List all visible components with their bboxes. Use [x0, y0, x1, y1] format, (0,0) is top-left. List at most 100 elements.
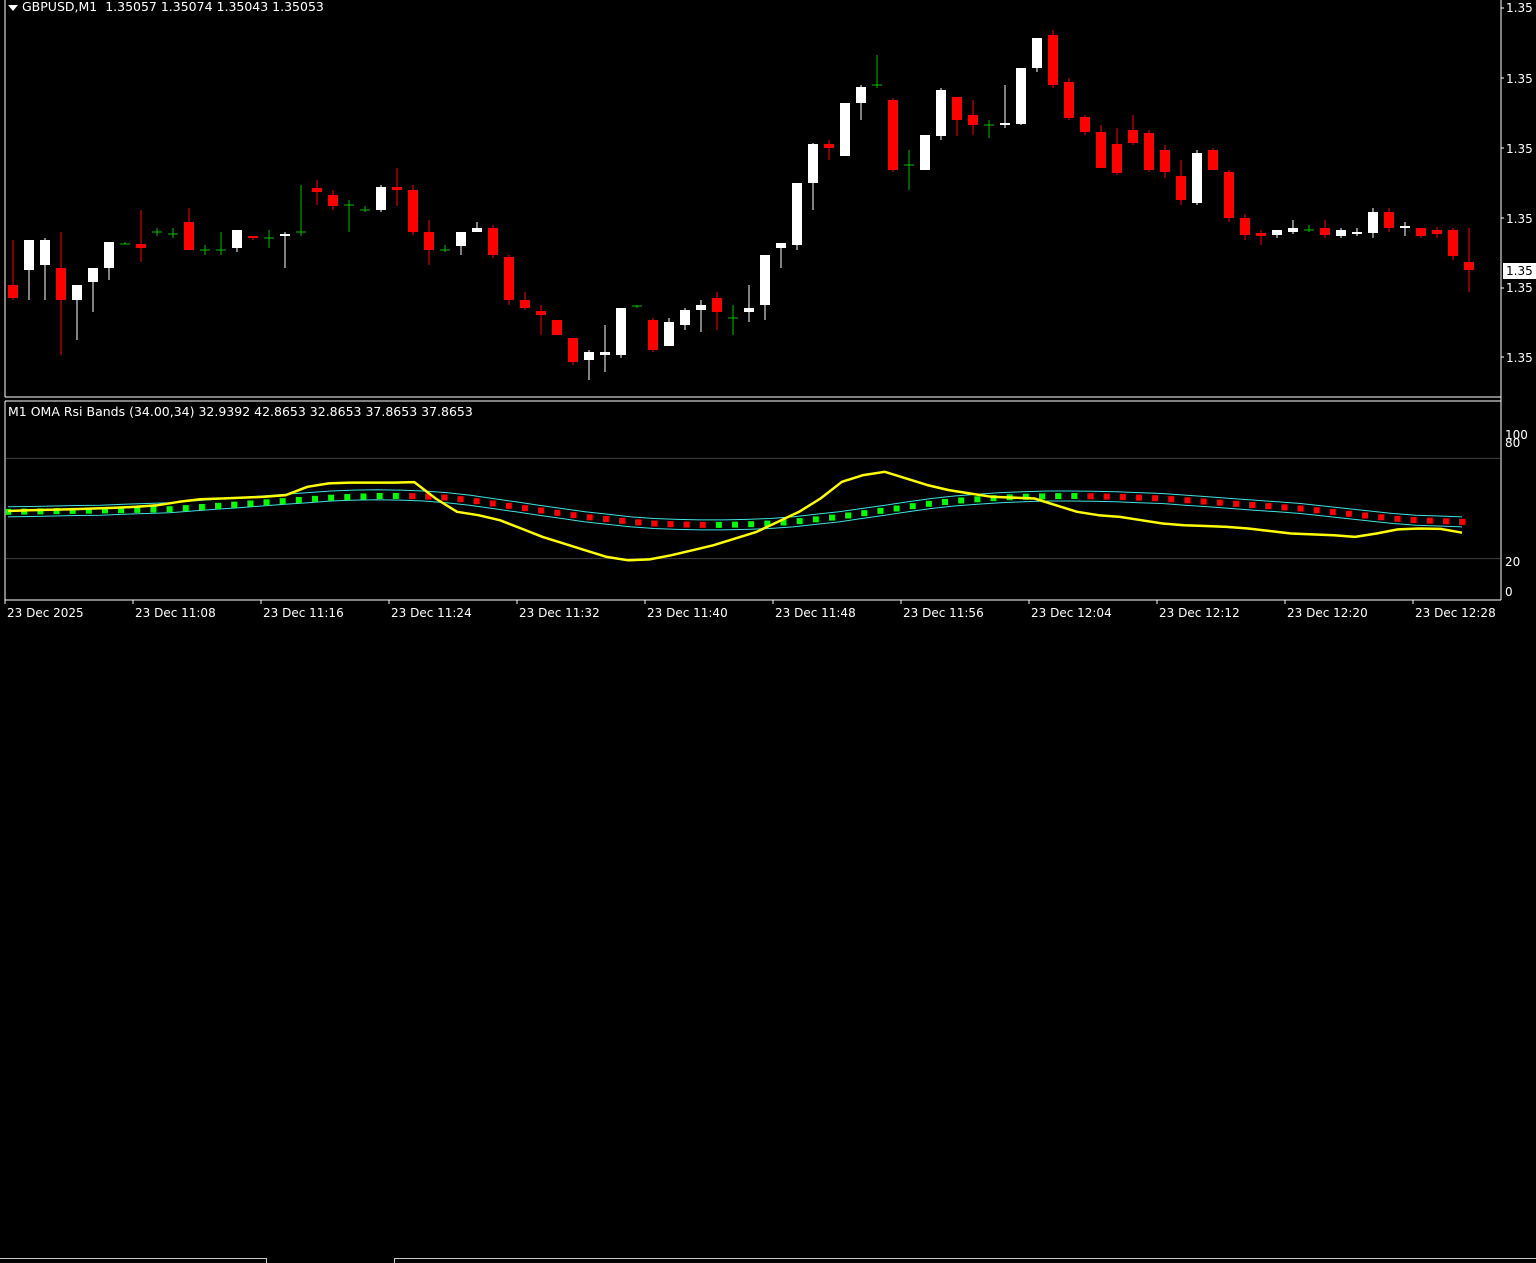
price-tick: 1.35: [1506, 351, 1533, 365]
signal-dot: [521, 505, 528, 512]
candle-body: [1464, 262, 1474, 270]
candle-body: [1016, 68, 1026, 124]
candle-body: [184, 222, 194, 250]
signal-dot: [295, 496, 302, 503]
signal-dot: [457, 496, 464, 503]
candle-body: [24, 240, 34, 270]
candle-body: [696, 305, 706, 310]
candle-body: [1384, 212, 1394, 228]
signal-dot: [925, 500, 932, 507]
signal-dot: [602, 516, 609, 523]
signal-dot: [441, 494, 448, 501]
signal-dot: [1362, 512, 1369, 519]
signal-dot: [231, 501, 238, 508]
bottom-tab-bar[interactable]: [0, 628, 1536, 1263]
chart-tab[interactable]: [394, 1258, 1536, 1263]
signal-dot: [909, 503, 916, 510]
signal-dot: [1135, 494, 1142, 501]
candle-body: [600, 352, 610, 355]
trading-chart[interactable]: 1.35 1.35 1.35 1.35 1.35 1.35 100 80 20 …: [0, 0, 1536, 634]
signal-dot: [85, 507, 92, 514]
candle-body: [776, 243, 786, 248]
signal-dot: [990, 495, 997, 502]
indicator-axis: 100 80 20 0: [1505, 428, 1528, 599]
candle-body: [1448, 230, 1458, 256]
signal-dot: [764, 520, 771, 527]
signal-dot: [570, 512, 577, 519]
price-tick: 1.35: [1506, 72, 1533, 86]
time-label: 23 Dec 11:48: [775, 606, 856, 620]
candle-body: [856, 87, 866, 103]
candle-body: [760, 255, 770, 305]
signal-dot: [37, 508, 44, 515]
signal-dot: [796, 518, 803, 525]
signal-dot: [408, 493, 415, 500]
candle-body: [936, 90, 946, 136]
price-axis: 1.35 1.35 1.35 1.35 1.35 1.35: [1501, 1, 1533, 365]
time-label: 23 Dec 12:20: [1287, 606, 1368, 620]
signal-dot: [1184, 497, 1191, 504]
signal-dot: [1168, 496, 1175, 503]
signal-dot: [699, 521, 706, 528]
candle-body: [376, 187, 386, 210]
candle-body: [888, 100, 898, 170]
candle-body: [1288, 228, 1298, 232]
candle-body: [1080, 117, 1090, 132]
signal-dot: [473, 498, 480, 505]
signal-dot: [1055, 493, 1062, 500]
signal-dot: [263, 499, 270, 506]
signal-dot: [1281, 504, 1288, 511]
candle-body: [664, 322, 674, 346]
signal-dot: [845, 512, 852, 519]
candle-body: [536, 311, 546, 315]
signal-dot: [376, 492, 383, 499]
main-pane-frame: [4, 0, 1502, 601]
candle-body: [824, 144, 834, 148]
candle-body: [88, 268, 98, 282]
candle-body: [280, 234, 290, 236]
candle-body: [424, 232, 434, 250]
candle-body: [232, 230, 242, 248]
band-upper: [7, 489, 1463, 521]
candle-body: [1112, 144, 1122, 173]
signal-dots: [5, 492, 1465, 528]
chart-tab[interactable]: [0, 1258, 267, 1263]
signal-dot: [505, 502, 512, 509]
signal-dot: [166, 506, 173, 513]
candle-body: [680, 310, 690, 325]
rsi-line: [7, 470, 1463, 562]
signal-dot: [1216, 499, 1223, 506]
signal-dot: [1345, 510, 1352, 517]
candle-body: [648, 320, 658, 350]
candle-body: [40, 240, 50, 265]
signal-dot: [360, 493, 367, 500]
rsi-series: [7, 470, 1463, 562]
candle-body: [72, 285, 82, 300]
signal-dot: [69, 507, 76, 514]
signal-dot: [667, 521, 674, 528]
signal-dot: [715, 521, 722, 528]
signal-dot: [554, 509, 561, 516]
signal-dot: [1087, 493, 1094, 500]
time-axis: 23 Dec 2025 23 Dec 11:08 23 Dec 11:16 23 De…: [4, 600, 1496, 620]
signal-dot: [942, 498, 949, 505]
candle-body: [1336, 230, 1346, 236]
candle-body: [1400, 226, 1410, 228]
candle-body: [568, 338, 578, 362]
signal-dot: [861, 510, 868, 517]
signal-dot: [877, 507, 884, 514]
candle-body: [456, 232, 466, 246]
candle-body: [840, 103, 850, 156]
time-label: 23 Dec 12:28: [1415, 606, 1496, 620]
signal-dot: [1442, 518, 1449, 525]
candle-body: [968, 115, 978, 125]
signal-dot: [958, 497, 965, 504]
level-tick: 20: [1505, 555, 1520, 569]
candle-body: [552, 320, 562, 335]
signal-dot: [198, 503, 205, 510]
dropdown-triangle-icon[interactable]: [8, 4, 18, 11]
signal-dot: [1378, 514, 1385, 521]
candle-body: [1272, 230, 1282, 235]
signal-dot: [489, 500, 496, 507]
signal-dot: [748, 521, 755, 528]
